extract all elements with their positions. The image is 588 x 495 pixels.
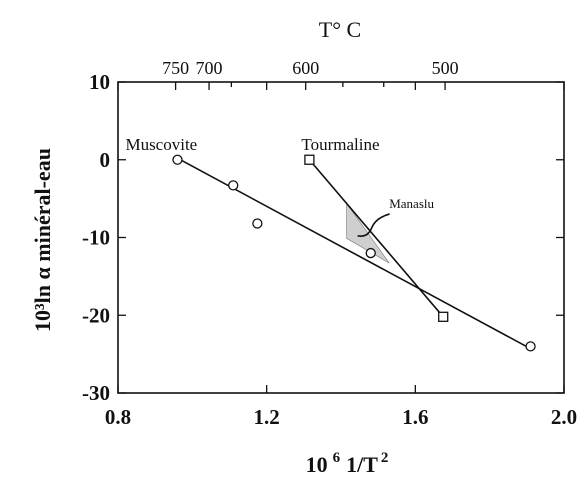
x-tick-label-1: 1.2 [254,405,280,429]
top-tick-label-6: 500 [432,58,459,78]
y-tick-label-4: -30 [82,381,110,405]
x-axis-title: 10 6 1/T 2 [306,450,389,477]
x-axis-title-inverse-t: 1/T [346,452,378,477]
top-tick-label-1: 700 [196,58,223,78]
series-muscovite-fit-line [177,157,531,350]
y-tick-label-0: 10 [89,70,110,94]
series-muscovite-point-1 [228,180,239,191]
y-axis-title: 10³ln α minéral-eau [30,148,55,332]
x-axis-title-exp2: 2 [381,450,389,466]
annotation-label-0: Manaslu [389,196,434,211]
y-tick-label-3: -20 [82,303,110,327]
top-tick-label-0: 750 [162,58,189,78]
x-tick-label-3: 2.0 [551,405,577,429]
series-muscovite-point-0 [172,154,183,165]
series-muscovite-point-4 [525,341,536,352]
series-tourmaline-fit-line [308,159,444,318]
y-tick-label-1: 0 [100,148,111,172]
x-axis-title-exp6: 6 [333,450,341,466]
top-axis-title: T° C [319,17,361,42]
series-tourmaline-point-0 [304,154,315,165]
top-tick-label-3: 600 [292,58,319,78]
series-muscovite-label: Muscovite [125,135,197,154]
series-muscovite-point-3 [365,247,376,259]
plot-frame [117,81,565,394]
annotation-leader-0 [357,213,390,237]
series-tourmaline-label: Tourmaline [301,135,379,154]
y-tick-label-2: -10 [82,226,110,250]
series-tourmaline-point-1 [438,311,449,322]
x-axis-title-10: 10 [306,452,328,477]
x-tick-label-0: 0.8 [105,405,131,429]
x-tick-label-2: 1.6 [402,405,428,429]
series-muscovite-point-2 [252,218,263,229]
